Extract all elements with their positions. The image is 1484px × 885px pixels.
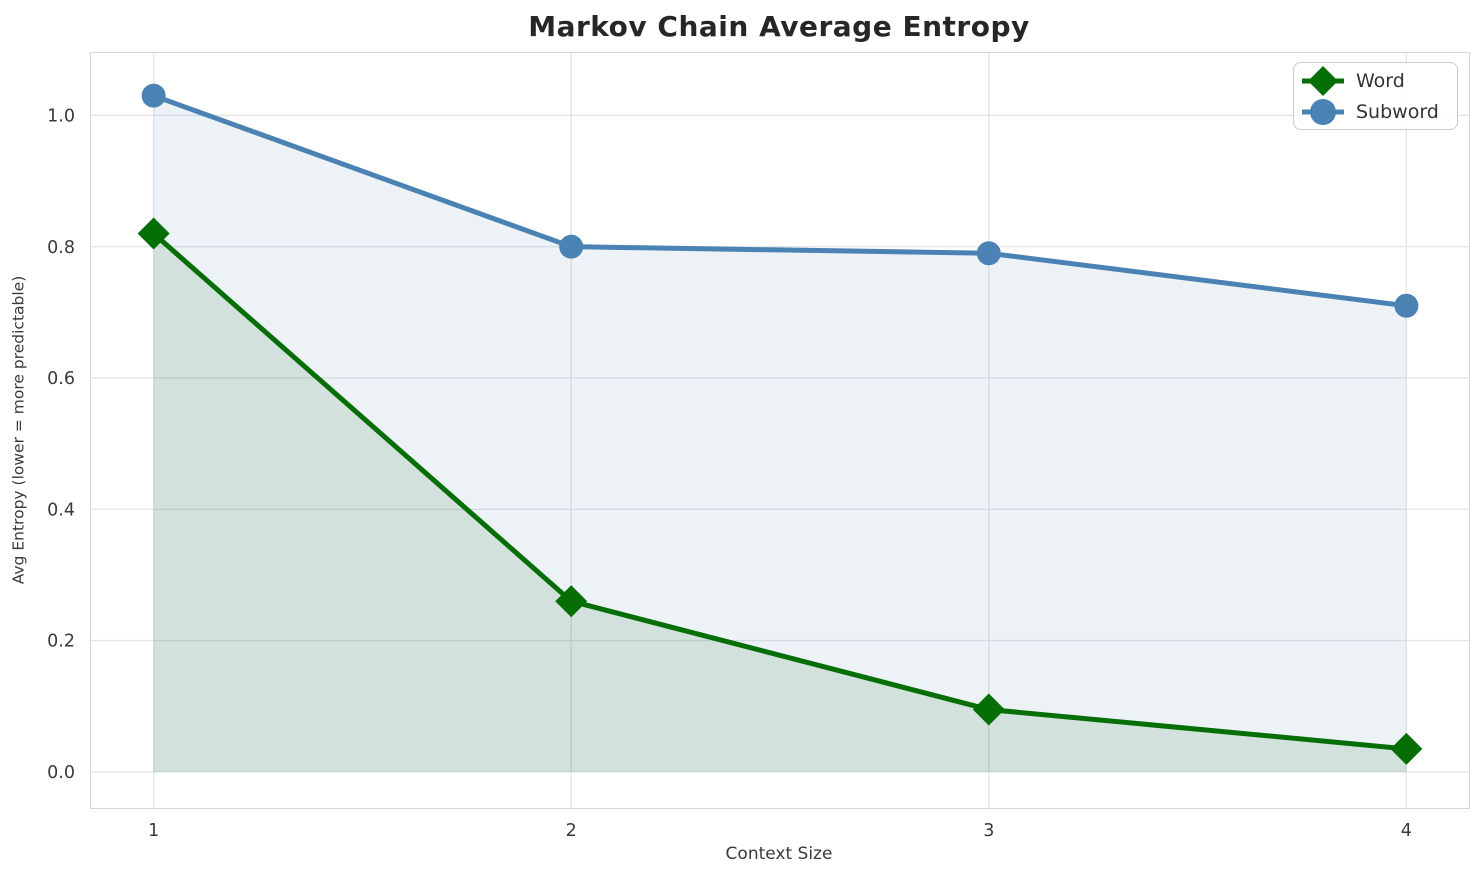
x-axis-label: Context Size xyxy=(725,844,833,864)
data-point-marker xyxy=(141,83,166,108)
y-tick-label: 0.2 xyxy=(47,632,75,652)
legend-item-subword: Subword xyxy=(1300,96,1451,127)
legend-item-label: Subword xyxy=(1356,100,1439,123)
data-point-marker xyxy=(1394,293,1419,318)
area-fill xyxy=(153,233,1407,772)
y-axis-label-container: Avg Entropy (lower = more predictable) xyxy=(4,52,32,807)
y-tick-label: 0.4 xyxy=(47,500,75,520)
y-tick-label: 1.0 xyxy=(47,106,75,126)
y-axis-label: Avg Entropy (lower = more predictable) xyxy=(9,275,28,584)
x-tick-label: 1 xyxy=(148,821,159,841)
data-point-marker xyxy=(559,234,584,259)
legend-item-label: Word xyxy=(1356,69,1405,92)
y-tick-label: 0.6 xyxy=(47,369,75,389)
series-line xyxy=(151,231,1409,752)
legend-word-sample xyxy=(1302,65,1344,96)
legend: Word Subword xyxy=(1293,62,1458,130)
data-point-marker xyxy=(1390,732,1423,765)
data-point-marker xyxy=(976,241,1001,266)
chart-title: Markov Chain Average Entropy xyxy=(528,10,1030,43)
legend-circle-marker-icon xyxy=(1310,98,1336,125)
y-tick-label: 0.0 xyxy=(47,763,75,783)
plot-area: 0.0 0.2 0.4 0.6 0.8 1.0 1 2 3 4 xyxy=(47,52,1470,841)
chart-svg: 0.0 0.2 0.4 0.6 0.8 1.0 1 2 3 4 xyxy=(47,53,1469,841)
x-tick-label: 2 xyxy=(566,821,577,841)
data-point-marker xyxy=(137,217,170,250)
area-fill xyxy=(153,95,1407,772)
x-tick-label: 4 xyxy=(1401,821,1412,841)
x-tick-label: 3 xyxy=(983,821,994,841)
data-point-marker xyxy=(972,693,1005,726)
legend-item-word: Word xyxy=(1300,65,1451,96)
legend-diamond-marker-icon xyxy=(1308,65,1338,96)
series-line xyxy=(151,93,1409,309)
y-tick-label: 0.8 xyxy=(47,238,75,258)
legend-subword-sample xyxy=(1302,98,1344,125)
data-point-marker xyxy=(555,585,588,618)
